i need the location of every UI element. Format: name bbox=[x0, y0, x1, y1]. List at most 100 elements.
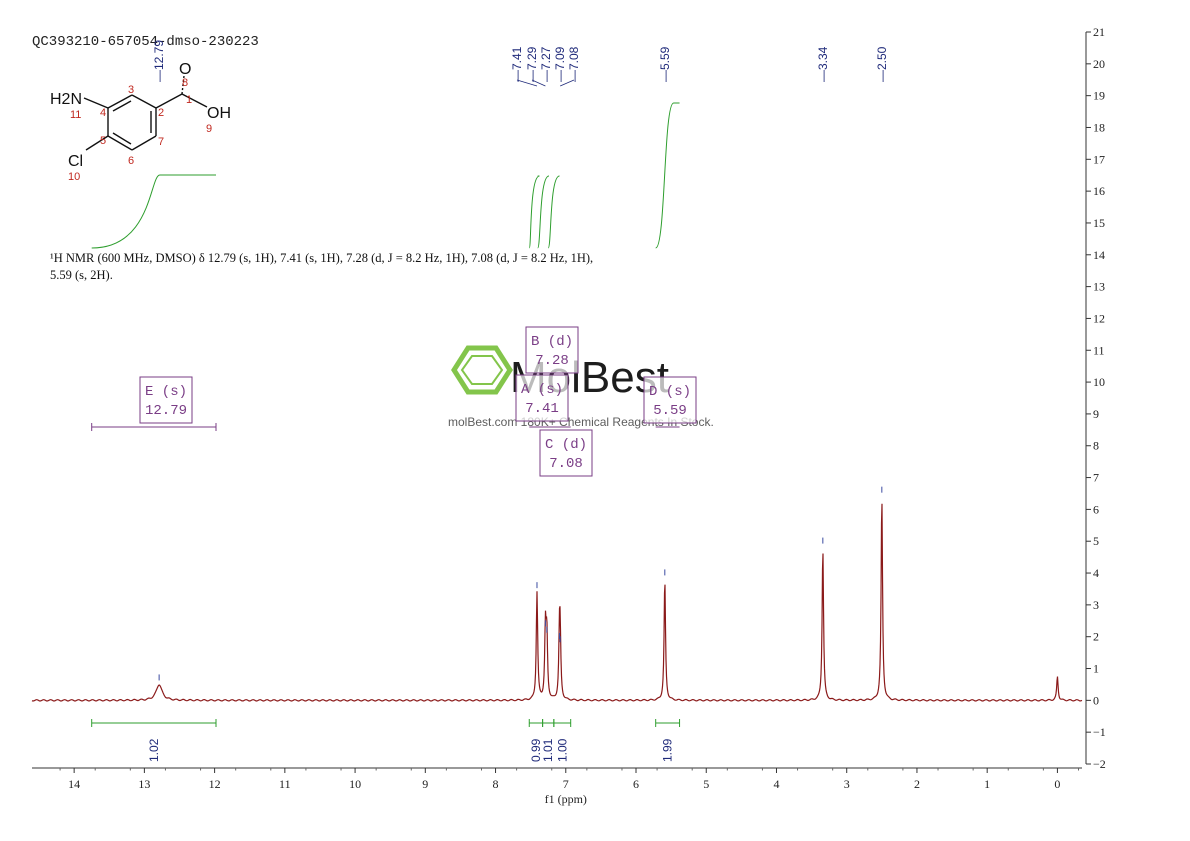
y-tick-label: 5 bbox=[1093, 534, 1099, 548]
integral-label: 1.01 bbox=[541, 738, 555, 762]
multiplet-box bbox=[515, 374, 569, 422]
y-tick-label: 4 bbox=[1093, 566, 1099, 580]
y-tick-label: 7 bbox=[1093, 471, 1099, 485]
y-tick-label: 17 bbox=[1093, 152, 1105, 166]
peak-label: —7.27 bbox=[539, 46, 553, 82]
integral-label: 1.00 bbox=[555, 738, 569, 762]
y-tick-label: 8 bbox=[1093, 439, 1099, 453]
y-tick-label: 21 bbox=[1093, 25, 1105, 39]
y-tick-label: 19 bbox=[1093, 89, 1105, 103]
peak-label: —2.50 bbox=[875, 46, 889, 82]
atom-number: 1 bbox=[186, 94, 192, 106]
multiplet-name: E (s) bbox=[145, 384, 187, 400]
x-tick-label: 9 bbox=[422, 777, 428, 791]
y-tick-label: −2 bbox=[1093, 757, 1106, 771]
peak-connector bbox=[516, 79, 538, 87]
atom-number: 11 bbox=[70, 109, 81, 121]
atom-chlorine: Cl bbox=[68, 153, 83, 170]
multiplet-shift: 7.08 bbox=[549, 456, 583, 472]
y-tick-label: 16 bbox=[1093, 184, 1105, 198]
multiplet-shift: 12.79 bbox=[145, 403, 187, 419]
integral-curve bbox=[547, 175, 560, 249]
atom-number: 9 bbox=[206, 123, 212, 135]
molecule-structure bbox=[83, 75, 208, 151]
multiplet-box bbox=[525, 326, 579, 374]
atom-number: 4 bbox=[100, 107, 106, 119]
y-tick-label: −1 bbox=[1093, 725, 1106, 739]
atom-number: 10 bbox=[68, 171, 80, 183]
peak-label: —7.41 bbox=[510, 46, 524, 82]
y-tick-label: 2 bbox=[1093, 630, 1099, 644]
integral-curve bbox=[537, 175, 550, 249]
atom-number: 6 bbox=[128, 155, 134, 167]
x-tick-label: 1 bbox=[984, 777, 990, 791]
x-tick-label: 12 bbox=[209, 777, 221, 791]
atom-hydroxyl: OH bbox=[207, 105, 231, 122]
y-tick-label: 11 bbox=[1093, 343, 1105, 357]
multiplet-shift: 7.41 bbox=[525, 401, 559, 417]
y-tick-label: 1 bbox=[1093, 662, 1099, 676]
x-tick-label: 8 bbox=[493, 777, 499, 791]
multiplet-boxes: E (s) 12.79 B (d) 7.28 A (s) 7.41 C (d) 7.08 D (… bbox=[91, 326, 697, 477]
nmr-description: ¹H NMR (600 MHz, DMSO) δ 12.79 (s, 1H), … bbox=[50, 251, 594, 282]
peak-markers bbox=[158, 486, 883, 681]
sample-id: QC393210-657054-dmso-230223 bbox=[32, 34, 259, 50]
y-tick-label: 18 bbox=[1093, 120, 1105, 134]
atom-number: 5 bbox=[100, 135, 106, 147]
x-tick-label: 13 bbox=[138, 777, 150, 791]
y-tick-label: 3 bbox=[1093, 598, 1099, 612]
atom-oxygen: O bbox=[179, 61, 191, 78]
multiplet-shift: 5.59 bbox=[653, 403, 687, 419]
atom-amine: H2N bbox=[50, 91, 82, 108]
integral-label: 0.99 bbox=[529, 738, 543, 762]
y-tick-label: 10 bbox=[1093, 375, 1105, 389]
peak-label: —7.29 bbox=[525, 46, 539, 82]
multiplet-box bbox=[539, 429, 593, 477]
integral-curve bbox=[91, 174, 217, 249]
peak-label: —7.08 bbox=[567, 46, 581, 82]
x-tick-label: 7 bbox=[563, 777, 569, 791]
y-tick-label: 14 bbox=[1093, 248, 1105, 262]
y-tick-label: 6 bbox=[1093, 502, 1099, 516]
integral-label: 1.02 bbox=[147, 738, 161, 762]
multiplet-name: D (s) bbox=[649, 384, 691, 400]
multiplet-box bbox=[643, 376, 697, 424]
atom-number: 7 bbox=[158, 136, 164, 148]
atom-number: 3 bbox=[128, 84, 134, 96]
atom-number: 2 bbox=[158, 107, 164, 119]
x-tick-label: 5 bbox=[703, 777, 709, 791]
multiplet-name: C (d) bbox=[545, 437, 587, 453]
x-tick-label: 14 bbox=[68, 777, 80, 791]
atom-number: 8 bbox=[182, 77, 188, 89]
peak-labels: —12.79 —7.41 —7.29 —7.27 —7.09 —7.08 —5.59 —3.3… bbox=[152, 40, 889, 87]
x-tick-label: 2 bbox=[914, 777, 920, 791]
x-tick-label: 4 bbox=[773, 777, 779, 791]
peak-label: —5.59 bbox=[658, 46, 672, 82]
integral-curve bbox=[655, 102, 680, 249]
x-tick-label: 10 bbox=[349, 777, 361, 791]
y-tick-label: 15 bbox=[1093, 216, 1105, 230]
y-tick-label: 12 bbox=[1093, 311, 1105, 325]
peak-connector bbox=[560, 79, 575, 87]
integral-bars: 1.02 0.991.01 1.00 1.99 bbox=[91, 719, 681, 762]
y-tick-label: 0 bbox=[1093, 693, 1099, 707]
integral-curves bbox=[91, 102, 680, 249]
multiplet-name: B (d) bbox=[531, 334, 573, 350]
multiplet-name: A (s) bbox=[521, 382, 563, 398]
multiplet-box bbox=[139, 376, 193, 424]
spectrum-line bbox=[31, 503, 1083, 702]
y-tick-label: 9 bbox=[1093, 407, 1099, 421]
peak-label: —3.34 bbox=[816, 46, 830, 82]
peak-label: —12.79 bbox=[152, 40, 166, 82]
multiplet-shift: 7.28 bbox=[535, 353, 569, 369]
y-tick-label: 20 bbox=[1093, 57, 1105, 71]
x-axis-title: f1 (ppm) bbox=[545, 792, 587, 806]
x-tick-label: 6 bbox=[633, 777, 639, 791]
peak-label: —7.09 bbox=[553, 46, 567, 82]
integral-curve bbox=[528, 175, 540, 249]
peak-connector bbox=[531, 79, 546, 87]
x-tick-label: 11 bbox=[279, 777, 291, 791]
x-tick-label: 0 bbox=[1054, 777, 1060, 791]
y-tick-label: 13 bbox=[1093, 280, 1105, 294]
